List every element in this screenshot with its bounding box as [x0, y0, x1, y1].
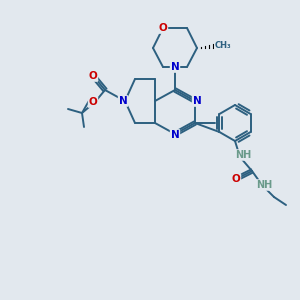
Text: N: N [193, 96, 201, 106]
Text: O: O [88, 71, 98, 81]
Text: O: O [232, 174, 240, 184]
Text: CH₃: CH₃ [215, 41, 231, 50]
Text: O: O [159, 23, 167, 33]
Text: NH: NH [235, 150, 251, 160]
Text: N: N [171, 62, 179, 72]
Text: O: O [88, 97, 98, 107]
Text: NH: NH [256, 180, 272, 190]
Text: N: N [118, 96, 127, 106]
Text: N: N [171, 130, 179, 140]
